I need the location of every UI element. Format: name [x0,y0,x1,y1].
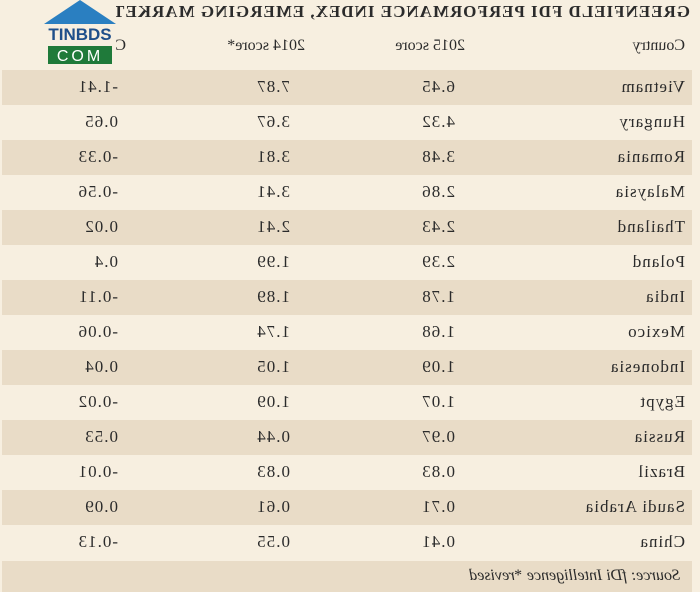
table-row: China 0.41 0.55 -0.13 [2,525,692,560]
score-2015: 1.78 [421,287,455,306]
country: Romania [616,147,685,166]
score-2015: 0.41 [421,532,455,551]
table-row: India 1.78 1.89 -0.11 [2,280,692,315]
country: Poland [631,252,685,271]
change: 0.53 [84,427,118,446]
score-2014: 0.44 [256,427,290,446]
score-2014: 7.87 [256,77,290,96]
score-2014: 0.55 [256,532,290,551]
score-2015: 1.07 [421,392,455,411]
score-2014: 1.74 [256,322,290,341]
change: -0.02 [77,392,118,411]
source-row: Source: fDi Intelligence *revised [2,561,692,592]
change: -0.13 [77,532,118,551]
score-2015: 2.39 [421,252,455,271]
source: Source: fDi Intelligence *revised [469,567,680,584]
country: Vietnam [620,77,685,96]
country: Thailand [616,217,685,236]
change: -0.06 [77,322,118,341]
score-2015: 0.97 [421,427,455,446]
score-2014: 1.05 [256,357,290,376]
change: -0.01 [77,462,118,481]
column-header: 2014 score* [227,37,305,54]
change: -0.56 [77,182,118,201]
logo-base [48,46,112,64]
score-2015: 1.09 [421,357,455,376]
column-header: 2015 score [395,37,465,54]
score-2014: 1.99 [256,252,290,271]
score-2014: 0.61 [256,497,290,516]
logo-text: TINBDS [48,25,111,44]
change: -0.33 [77,147,118,166]
score-2014: 1.89 [256,287,290,306]
score-2015: 4.32 [421,112,455,131]
table-row: Poland 2.39 1.99 0.4 [2,245,692,280]
table-row: Brazil 0.83 0.83 -0.01 [2,455,692,490]
country: Egypt [639,392,685,411]
table-row: Hungary 4.32 3.67 0.65 [2,105,692,140]
country: Hungary [618,112,685,131]
country: Saudi Arabia [584,497,685,516]
score-2015: 1.68 [421,322,455,341]
score-2014: 3.41 [256,182,290,201]
score-2015: 6.45 [421,77,455,96]
score-2014: 2.41 [256,217,290,236]
change: 0.09 [84,497,118,516]
change: 0.04 [84,357,118,376]
country: Indonesia [609,357,685,376]
table-row: Indonesia 1.09 1.05 0.04 [2,350,692,385]
country: Malaysia [614,182,685,201]
score-2015: 0.71 [421,497,455,516]
table-row: Romania 3.48 3.81 -0.33 [2,140,692,175]
score-2014: 3.67 [256,112,290,131]
table-row: Russia 0.97 0.44 0.53 [2,420,692,455]
change: 0.4 [93,252,118,271]
country: India [645,287,685,306]
change: 0.65 [84,112,118,131]
column-header: Country [632,37,685,54]
score-2014: 3.81 [256,147,290,166]
table-row: Mexico 1.68 1.74 -0.06 [2,315,692,350]
country: Mexico [627,322,685,341]
change: -1.41 [77,77,118,96]
table-row: Vietnam 6.45 7.87 -1.41 [2,70,692,105]
score-2015: 2.43 [421,217,455,236]
table-row: Saudi Arabia 0.71 0.61 0.09 [2,490,692,525]
score-2015: 3.48 [421,147,455,166]
score-2015: 0.83 [421,462,455,481]
change: 0.02 [84,217,118,236]
table-row: Malaysia 2.86 3.41 -0.56 [2,175,692,210]
country: Brazil [637,462,685,481]
score-2014: 0.83 [256,462,290,481]
change: -0.11 [78,287,118,306]
country: Russia [633,427,685,446]
logo-text: COM [57,48,103,65]
score-2014: 1.09 [256,392,290,411]
logo-roof [44,0,116,24]
table-row: Egypt 1.07 1.09 -0.02 [2,385,692,420]
logo: TINBDS COM [44,0,116,66]
country: China [639,532,685,551]
logo-band [48,24,112,44]
score-2015: 2.86 [421,182,455,201]
title: GREENFIELD FDI PERFORMANCE INDEX, EMERGI… [101,2,690,21]
table-row: Thailand 2.43 2.41 0.02 [2,210,692,245]
